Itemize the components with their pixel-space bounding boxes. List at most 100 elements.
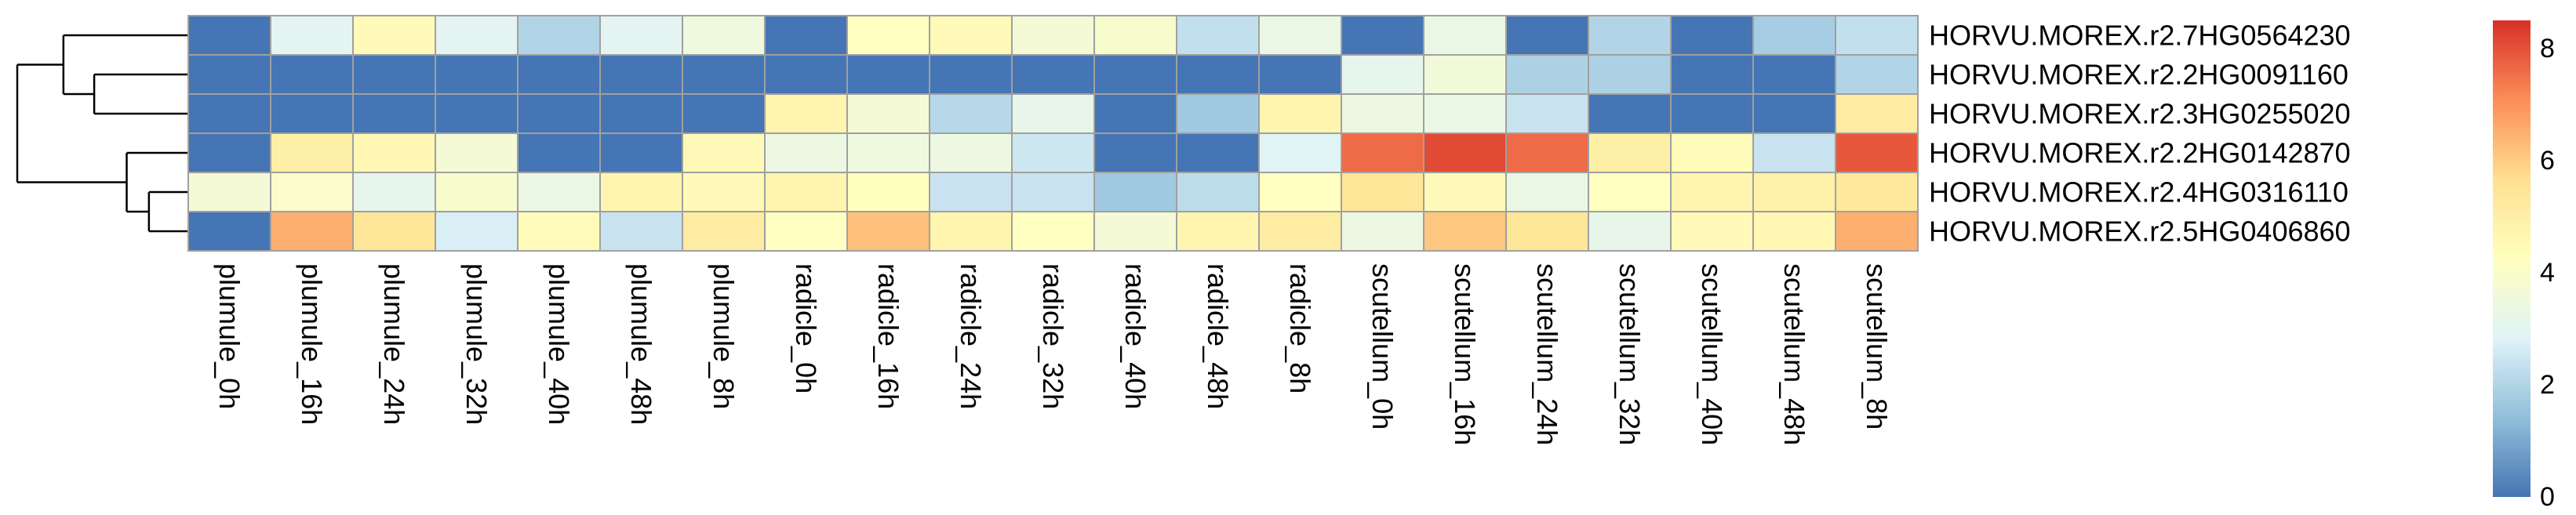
heatmap-cell xyxy=(1011,54,1095,95)
heatmap-cell xyxy=(270,15,354,56)
heatmap-cell xyxy=(1258,132,1342,173)
heatmap-cell xyxy=(1505,54,1589,95)
heatmap-cell xyxy=(1588,172,1672,212)
heatmap-cell xyxy=(764,54,848,95)
column-label: radicle_24h xyxy=(955,263,987,409)
heatmap-cell xyxy=(435,211,518,252)
heatmap-cell xyxy=(1588,211,1672,252)
heatmap-cell xyxy=(929,93,1013,134)
heatmap-cell xyxy=(929,15,1013,56)
heatmap-cell xyxy=(764,172,848,212)
heatmap-cell xyxy=(846,211,930,252)
heatmap-cell xyxy=(1176,15,1260,56)
heatmap-cell xyxy=(1670,93,1754,134)
heatmap-cell xyxy=(1341,54,1424,95)
heatmap-cell xyxy=(846,172,930,212)
heatmap-cell xyxy=(1835,172,1919,212)
heatmap-cell xyxy=(1093,132,1177,173)
heatmap-cell xyxy=(1093,54,1177,95)
column-label: radicle_48h xyxy=(1202,263,1234,409)
heatmap-cell xyxy=(1341,211,1424,252)
column-label: scutellum_24h xyxy=(1531,263,1563,445)
row-labels: HORVU.MOREX.r2.7HG0564230 HORVU.MOREX.r2.… xyxy=(1929,20,2351,248)
heatmap-cell xyxy=(187,93,271,134)
heatmap-cell xyxy=(682,54,766,95)
heatmap-cell xyxy=(270,54,354,95)
column-label: scutellum_16h xyxy=(1449,263,1481,445)
heatmap-cell xyxy=(1258,172,1342,212)
heatmap-cell xyxy=(1752,211,1836,252)
heatmap-cell xyxy=(1176,132,1260,173)
heatmap-cell xyxy=(352,54,436,95)
heatmap-cell xyxy=(929,132,1013,173)
heatmap-cell xyxy=(352,211,436,252)
heatmap-cell xyxy=(764,93,848,134)
column-label: radicle_8h xyxy=(1284,263,1316,394)
column-label: plumule_32h xyxy=(460,263,493,425)
heatmap-cell xyxy=(1258,54,1342,95)
heatmap-cell xyxy=(517,15,601,56)
heatmap-cell xyxy=(1258,15,1342,56)
row-label: HORVU.MOREX.r2.2HG0091160 xyxy=(1929,59,2349,91)
heatmap-cell xyxy=(846,93,930,134)
heatmap-cell xyxy=(599,132,683,173)
color-legend: 0 2 4 6 8 xyxy=(2493,20,2555,512)
heatmap-cell xyxy=(1670,211,1754,252)
heatmap-cell xyxy=(1423,211,1507,252)
heatmap-cell xyxy=(1505,132,1589,173)
heatmap-cell xyxy=(435,15,518,56)
heatmap-cell xyxy=(1835,15,1919,56)
heatmap-cell xyxy=(1423,15,1507,56)
heatmap-cell xyxy=(599,54,683,95)
heatmap-cells xyxy=(187,15,1919,252)
heatmap-cell xyxy=(352,172,436,212)
heatmap-cell xyxy=(1670,15,1754,56)
heatmap-cell xyxy=(352,93,436,134)
heatmap-cell xyxy=(517,54,601,95)
heatmap-cell xyxy=(1423,54,1507,95)
column-label: scutellum_48h xyxy=(1778,263,1810,445)
heatmap-cell xyxy=(187,132,271,173)
heatmap-cell xyxy=(1588,54,1672,95)
heatmap-cell xyxy=(517,211,601,252)
heatmap-cell xyxy=(1093,172,1177,212)
heatmap-cell xyxy=(682,132,766,173)
heatmap-cell xyxy=(929,54,1013,95)
heatmap-cell xyxy=(1341,172,1424,212)
heatmap-cell xyxy=(517,93,601,134)
heatmap-cell xyxy=(599,211,683,252)
column-label: radicle_32h xyxy=(1037,263,1069,409)
heatmap-cell xyxy=(1423,93,1507,134)
column-label: scutellum_40h xyxy=(1696,263,1728,445)
column-label: radicle_0h xyxy=(790,263,822,394)
heatmap-cell xyxy=(435,54,518,95)
heatmap-cell xyxy=(1505,93,1589,134)
heatmap-cell xyxy=(1752,93,1836,134)
heatmap-cell xyxy=(1752,132,1836,173)
row-dendrogram xyxy=(16,34,188,233)
heatmap-cell xyxy=(1011,15,1095,56)
heatmap-cell xyxy=(270,93,354,134)
heatmap-cell xyxy=(352,15,436,56)
heatmap-cell xyxy=(517,172,601,212)
heatmap-cell xyxy=(1588,93,1672,134)
heatmap-cell xyxy=(599,93,683,134)
legend-tick-label: 0 xyxy=(2540,482,2555,512)
heatmap-cell xyxy=(1176,93,1260,134)
heatmap-cell xyxy=(1752,172,1836,212)
heatmap-cell xyxy=(1670,172,1754,212)
heatmap-cell xyxy=(1835,132,1919,173)
row-label: HORVU.MOREX.r2.4HG0316110 xyxy=(1929,176,2349,209)
column-label: plumule_16h xyxy=(296,263,328,425)
heatmap-cell xyxy=(846,54,930,95)
heatmap-cell xyxy=(1176,54,1260,95)
heatmap-cell xyxy=(1341,15,1424,56)
heatmap-cell xyxy=(764,132,848,173)
heatmap-cell xyxy=(1341,93,1424,134)
heatmap-cell xyxy=(682,15,766,56)
heatmap-cell xyxy=(682,93,766,134)
heatmap-cell xyxy=(682,172,766,212)
heatmap-cell xyxy=(1093,15,1177,56)
heatmap-cell xyxy=(1505,211,1589,252)
